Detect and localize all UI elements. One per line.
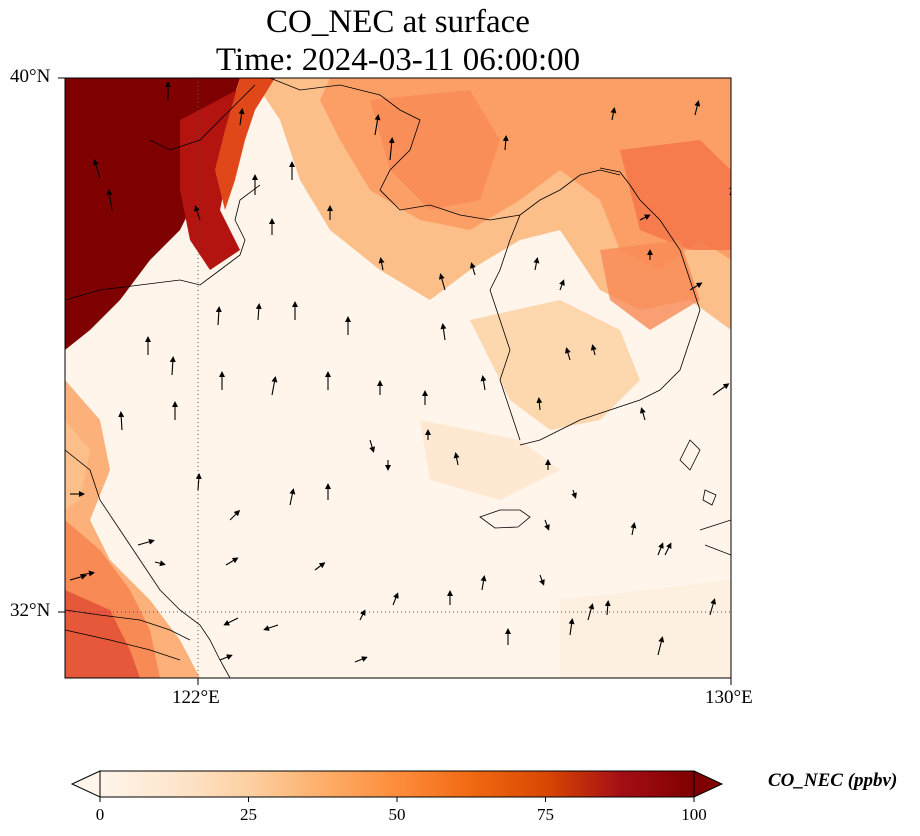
wind-arrow <box>388 137 395 161</box>
wind-arrow <box>289 488 296 506</box>
wind-arrow <box>453 452 460 466</box>
wind-arrow <box>709 598 717 616</box>
colorbar-label: CO_NEC (ppbv) <box>768 770 898 791</box>
wind-arrow <box>502 135 509 151</box>
wind-arrow <box>590 344 597 356</box>
wind-arrow <box>314 562 326 571</box>
wind-arrow <box>219 654 233 661</box>
wind-arrow <box>225 557 239 566</box>
map-subtitle: Time: 2024-03-11 06:00:00 <box>215 42 581 78</box>
wind-arrow <box>564 347 571 361</box>
wind-arrow <box>255 303 262 321</box>
wind-arrow <box>539 574 545 586</box>
wind-arrow <box>610 107 617 121</box>
wind-arrow <box>195 473 202 491</box>
wind-arrow <box>712 383 730 396</box>
colorbar-tick-0: 0 <box>95 805 105 824</box>
wind-arrow <box>544 519 550 531</box>
wind-arrow <box>223 617 239 626</box>
lat-tick-32: 32°N <box>10 600 51 621</box>
colorbar-tick-50: 50 <box>388 805 406 824</box>
lon-tick-130: 130°E <box>705 687 753 708</box>
wind-arrow <box>169 356 176 376</box>
wind-arrow <box>639 214 651 221</box>
colorbar-tick-25: 25 <box>240 805 257 824</box>
wind-arrow <box>630 522 637 536</box>
wind-arrow <box>106 189 113 211</box>
wind-arrow <box>438 273 446 291</box>
wind-arrow <box>93 159 101 179</box>
concentration-field <box>65 78 731 678</box>
wind-arrow <box>587 603 595 621</box>
wind-arrow <box>374 114 381 136</box>
wind-arrow <box>229 509 241 521</box>
wind-arrow <box>271 376 278 396</box>
wind-arrow <box>359 609 366 621</box>
coastlines <box>65 78 731 678</box>
wind-arrow <box>194 205 201 221</box>
wind-arrow <box>369 439 376 453</box>
axis-ticks <box>58 77 732 685</box>
wind-arrow <box>263 624 279 631</box>
wind-arrow <box>118 411 125 431</box>
wind-arrow <box>469 262 476 276</box>
wind-arrow <box>378 257 385 271</box>
wind-arrow <box>79 570 95 577</box>
gridlines <box>65 78 731 678</box>
wind-arrow <box>639 407 646 421</box>
colorbar-tick-75: 75 <box>537 805 554 824</box>
wind-arrow <box>571 489 577 499</box>
colorbar-gradient <box>100 771 694 797</box>
colorbar-extend-min <box>70 770 101 798</box>
wind-arrow <box>392 592 399 606</box>
map-title: CO_NEC at surface <box>266 4 530 40</box>
wind-arrow <box>536 397 543 411</box>
wind-arrow <box>604 600 611 616</box>
wind-arrow <box>480 575 487 591</box>
map-frame <box>64 77 732 679</box>
wind-arrow <box>215 306 222 326</box>
lon-tick-122: 122°E <box>172 687 220 708</box>
colorbar-extend-max <box>693 770 724 798</box>
colorbar-tick-100: 100 <box>681 805 707 824</box>
wind-arrow <box>533 257 540 271</box>
wind-arrow <box>689 282 703 291</box>
lat-tick-40: 40°N <box>10 66 51 87</box>
wind-arrow <box>137 538 155 546</box>
wind-arrow <box>440 323 447 341</box>
wind-arrow <box>69 573 87 581</box>
wind-arrow <box>480 375 487 391</box>
wind-arrow <box>568 618 575 636</box>
wind-arrow <box>238 108 245 126</box>
wind-arrow <box>657 542 664 556</box>
wind-arrow <box>559 279 565 291</box>
wind-arrow <box>694 100 701 116</box>
wind-arrow <box>154 560 166 567</box>
wind-arrow <box>657 636 665 656</box>
wind-arrow <box>354 656 368 663</box>
wind-vectors <box>69 81 731 663</box>
wind-arrow <box>664 542 672 556</box>
colorbar <box>70 770 724 802</box>
